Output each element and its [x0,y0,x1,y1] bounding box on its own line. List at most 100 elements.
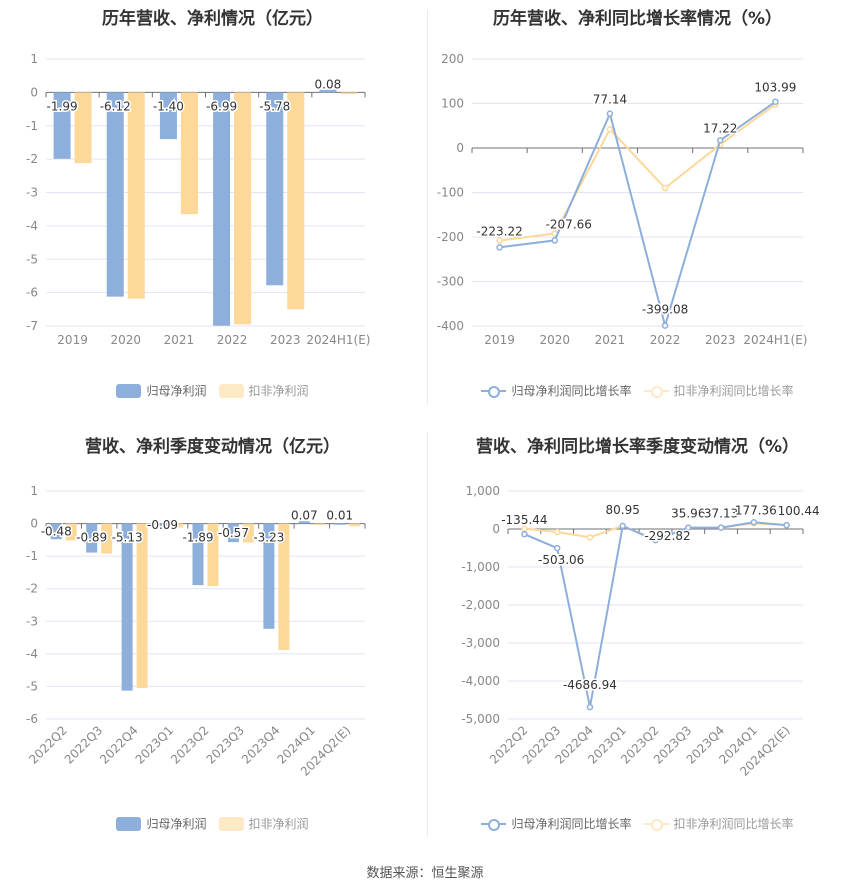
data-point-marker[interactable] [496,237,503,244]
data-point-marker[interactable] [717,137,724,144]
chart-title: 营收、净利同比增长率季度变动情况（%） [475,437,800,457]
data-point-marker[interactable] [586,534,594,541]
data-label-halo: -0.57 [218,526,249,540]
bar-parent-net-profit[interactable] [263,523,275,629]
legend-item-deducted-net-profit-growth[interactable]: 扣非净利润同比增长率 [643,382,794,399]
chart-title: 历年营收、净利同比增长率情况（%） [492,9,783,29]
bar-parent-net-profit[interactable] [53,92,71,159]
bar-deducted-net-profit[interactable] [349,523,361,527]
data-label-halo: -5.78 [259,99,290,113]
data-point-marker[interactable] [685,524,692,531]
data-label: -0.09 [147,518,178,532]
legend-item-deducted-net-profit[interactable]: 扣非净利润 [218,815,309,832]
data-point-marker[interactable] [606,126,614,133]
data-label-halo: 0.08 [315,77,342,91]
bar-deducted-net-profit[interactable] [127,92,145,299]
bar-parent-net-profit[interactable] [334,523,346,525]
data-label-halo: -0.89 [76,531,107,545]
data-label: 177.36 [735,503,777,517]
x-tick-label: 2022Q2 [26,723,70,767]
bar-deducted-net-profit[interactable] [340,92,358,94]
data-label: -1.99 [47,99,78,113]
data-label-halo: -135.44 [501,513,547,527]
data-point-marker[interactable] [586,703,594,711]
x-tick-label: 2021 [595,333,626,347]
data-point-marker[interactable] [661,184,669,192]
y-tick-label: -5,000 [461,712,500,726]
bar-parent-net-profit[interactable] [319,89,337,93]
y-tick-label: -3 [26,614,38,628]
orange-line-marker-icon [643,817,669,831]
data-point-marker[interactable] [750,519,758,526]
bar-deducted-net-profit[interactable] [180,92,198,215]
legend-label: 扣非净利润同比增长率 [673,384,794,398]
bar-deducted-net-profit[interactable] [74,92,92,164]
data-label: -5.78 [259,99,290,113]
bar-deducted-net-profit[interactable] [172,523,184,528]
legend-item-deducted-net-profit-growth[interactable]: 扣非净利润同比增长率 [643,815,794,832]
y-tick-label: -5 [26,252,38,266]
bar-deducted-net-profit[interactable] [65,523,77,541]
y-tick-label: -6 [26,712,38,726]
bar-parent-net-profit[interactable] [50,523,62,540]
data-label-halo: 100.44 [778,504,820,518]
chart-legend: 归母净利润 扣非净利润 [0,815,425,832]
bar-parent-net-profit[interactable] [121,523,133,691]
y-tick-label: -6 [26,286,38,300]
x-tick-label: 2023 [705,333,736,347]
data-point-marker[interactable] [619,522,626,530]
chart-title: 历年营收、净利情况（亿元） [102,9,323,29]
data-point-marker[interactable] [551,237,558,244]
annual-growth-chart-panel: 历年营收、净利同比增长率情况（%） 200 100 0 -100 -200 -300 -40… [425,0,850,420]
data-point-marker[interactable] [783,521,790,529]
y-tick-label: -4 [26,647,38,661]
data-label-halo: 77.14 [593,93,627,107]
data-label-halo: -1.89 [182,531,213,545]
data-point-marker[interactable] [553,544,561,552]
data-label: -399.08 [642,303,688,317]
data-point-marker[interactable] [553,528,561,536]
quarterly-growth-line-chart: 1,0000-1,000-2,000-3,000-4,000-5,0002022… [461,484,821,779]
bar-deducted-net-profit[interactable] [313,523,325,526]
y-tick-label: -2 [26,152,38,166]
bar-parent-net-profit[interactable] [213,92,231,326]
bar-parent-net-profit[interactable] [106,92,124,297]
data-label-halo: -6.12 [100,99,131,113]
data-label-halo: -6.99 [206,99,237,113]
bar-parent-net-profit[interactable] [157,523,169,527]
data-point-marker[interactable] [496,244,503,251]
bar-deducted-net-profit[interactable] [234,92,252,325]
quarterly-growth-chart-panel: 营收、净利同比增长率季度变动情况（%） 1,000 0 -1,000 -2,000 -3… [425,428,850,848]
bar-deducted-net-profit[interactable] [207,523,219,587]
data-label: -1.40 [153,99,184,113]
data-point-marker[interactable] [606,110,614,117]
data-point-marker[interactable] [661,322,669,329]
bar-parent-net-profit[interactable] [192,523,204,586]
legend-item-deducted-net-profit[interactable]: 扣非净利润 [218,382,309,399]
bar-deducted-net-profit[interactable] [242,523,254,543]
data-label: 17.22 [703,121,737,135]
data-point-marker[interactable] [717,524,725,531]
bar-parent-net-profit[interactable] [159,92,177,140]
y-tick-label: -2 [26,582,38,596]
bar-deducted-net-profit[interactable] [287,92,305,310]
bar-parent-net-profit[interactable] [298,521,310,524]
legend-item-parent-net-profit-growth[interactable]: 归母净利润同比增长率 [481,815,632,832]
x-tick-label: 2023 [270,333,301,347]
legend-label: 归母净利润同比增长率 [511,817,632,831]
data-label: -292.82 [644,529,690,543]
annual-growth-line-chart: 200 100 0 -100 -200 -300 -400 2019 2020 2021 2022 2… [437,52,808,347]
bar-parent-net-profit[interactable] [266,92,284,286]
x-tick-label: 2019 [57,333,88,347]
legend-item-parent-net-profit-growth[interactable]: 归母净利润同比增长率 [481,382,632,399]
bar-deducted-net-profit[interactable] [278,523,290,650]
bar-deducted-net-profit[interactable] [101,523,113,554]
legend-item-parent-net-profit[interactable]: 归母净利润 [116,815,207,832]
legend-item-parent-net-profit[interactable]: 归母净利润 [116,382,207,399]
bar-deducted-net-profit[interactable] [136,523,148,689]
data-point-marker[interactable] [652,536,659,544]
data-point-marker[interactable] [521,530,528,538]
bar-parent-net-profit[interactable] [227,523,239,543]
data-point-marker[interactable] [772,98,779,105]
bar-parent-net-profit[interactable] [86,523,98,553]
